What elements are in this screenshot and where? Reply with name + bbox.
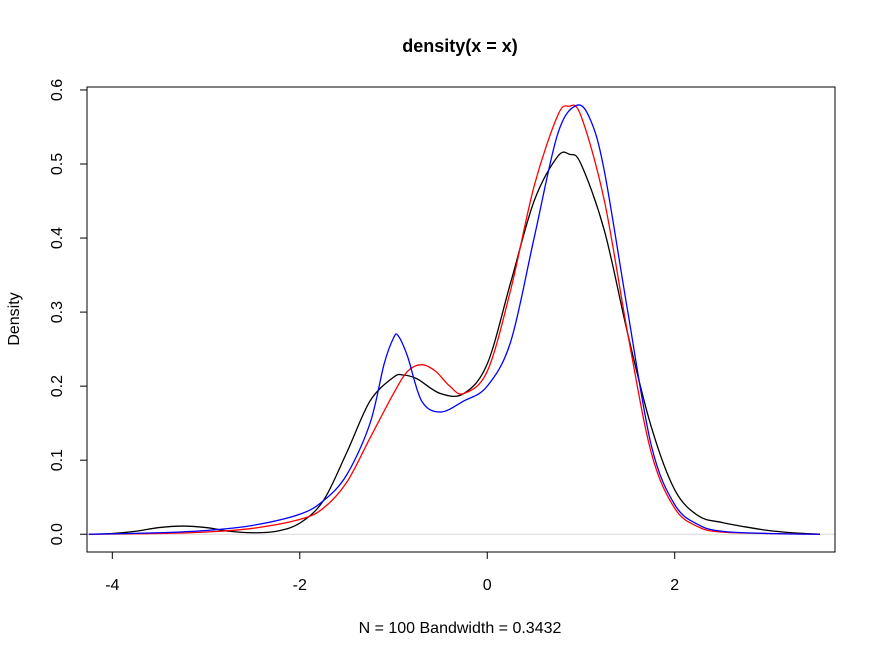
y-axis: 0.0 0.1 0.2 0.3 0.4 0.5 0.6 xyxy=(49,79,88,545)
y-tick-label: 0.0 xyxy=(49,523,66,545)
y-tick-label: 0.5 xyxy=(49,153,66,175)
y-axis-label: Density xyxy=(6,292,23,345)
chart-title: density(x = x) xyxy=(402,36,518,56)
plot-layer xyxy=(87,104,835,535)
x-tick-label: 2 xyxy=(670,577,679,594)
x-axis: -4 -2 0 2 xyxy=(105,551,679,594)
y-tick-label: 0.4 xyxy=(49,227,66,249)
plot-frame xyxy=(86,86,836,553)
x-tick-label: -4 xyxy=(105,577,119,594)
density-line-blue xyxy=(88,104,821,535)
x-axis-label: N = 100 Bandwidth = 0.3432 xyxy=(359,620,562,637)
x-tick-label: 0 xyxy=(483,577,492,594)
y-tick-label: 0.2 xyxy=(49,375,66,397)
y-tick-label: 0.6 xyxy=(49,79,66,101)
y-tick-label: 0.3 xyxy=(49,301,66,323)
y-tick-label: 0.1 xyxy=(49,449,66,471)
density-line-black xyxy=(88,151,821,535)
x-tick-label: -2 xyxy=(293,577,307,594)
density-line-red xyxy=(88,104,821,535)
